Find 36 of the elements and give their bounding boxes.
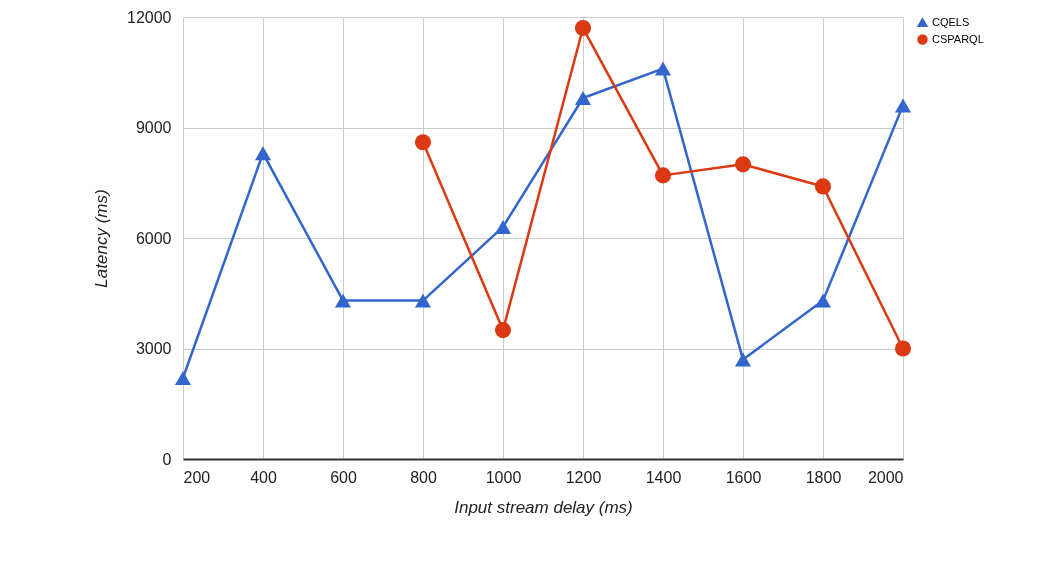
x-tick-label: 2000 xyxy=(867,468,904,486)
point xyxy=(574,91,592,106)
point xyxy=(654,167,672,184)
legend-label: CSPARQL xyxy=(932,32,984,45)
point xyxy=(494,322,512,339)
point xyxy=(894,98,912,113)
point xyxy=(734,156,752,173)
x-tick-label: 600 xyxy=(330,468,357,486)
y-tick-label: 6000 xyxy=(135,229,172,247)
point xyxy=(814,178,832,195)
x-tick-label: 1000 xyxy=(485,468,522,486)
x-axis-title: Input stream delay (ms) xyxy=(454,497,633,517)
point xyxy=(894,340,912,357)
x-tick-label: 800 xyxy=(410,468,437,486)
x-tick-label: 1600 xyxy=(725,468,762,486)
x-tick-label: 400 xyxy=(250,468,277,486)
x-tick-label: 1400 xyxy=(645,468,682,486)
y-tick-label: 9000 xyxy=(135,119,172,136)
x-tick-label: 200 xyxy=(183,468,211,486)
point xyxy=(494,219,512,234)
legend-label: CQELS xyxy=(932,15,970,28)
x-tick-label: 1200 xyxy=(565,468,602,486)
point xyxy=(574,20,592,37)
point xyxy=(654,61,672,76)
y-tick-label: 3000 xyxy=(135,340,172,357)
point xyxy=(334,293,352,308)
point xyxy=(414,293,432,308)
point xyxy=(254,146,272,161)
y-tick-label: 0 xyxy=(162,450,172,468)
point xyxy=(734,352,752,367)
point xyxy=(174,370,192,385)
x-tick-label: 1800 xyxy=(805,468,842,486)
y-axis-title: Latency (ms) xyxy=(92,189,112,288)
y-tick-label: 12000 xyxy=(127,8,172,26)
point xyxy=(814,293,832,308)
point xyxy=(414,134,432,151)
